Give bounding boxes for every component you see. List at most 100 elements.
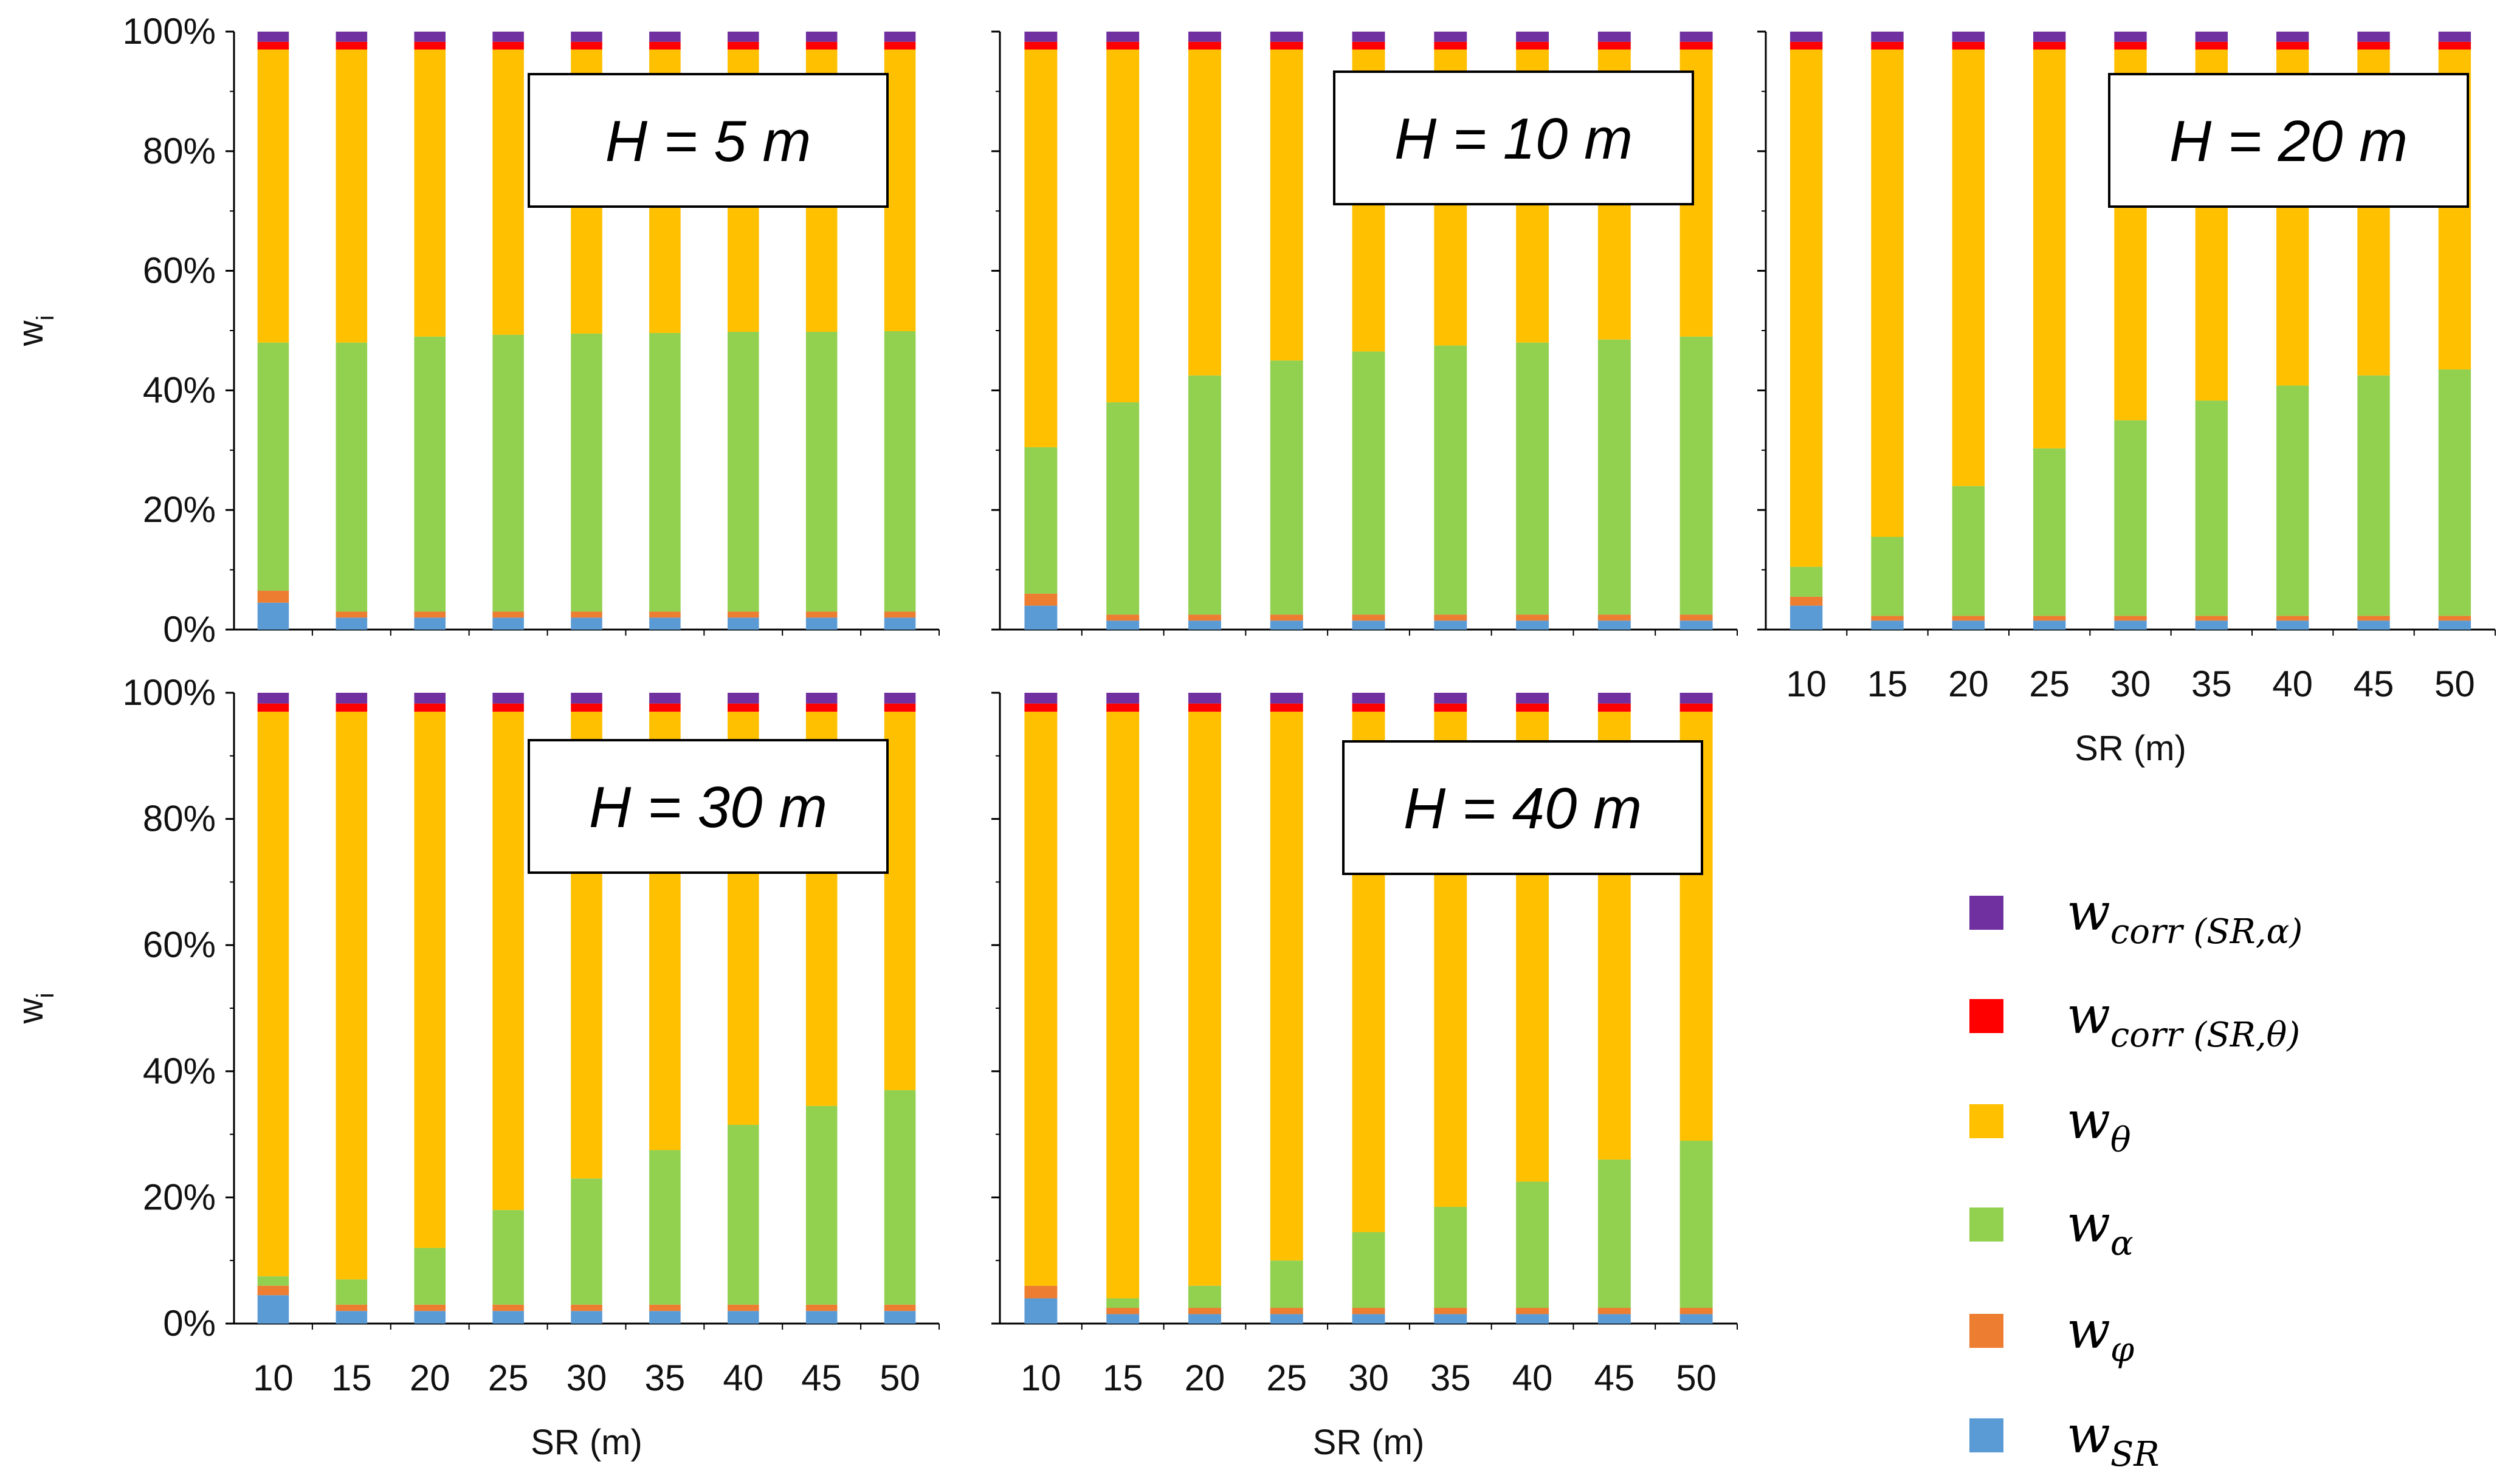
x-tick-label: 10 — [253, 1358, 294, 1398]
legend-label-w-alpha: wα — [2067, 1194, 2134, 1263]
bar-segment-w-SR-40 — [728, 1311, 759, 1324]
bar-segment-w-SR-20 — [414, 617, 446, 630]
bar-segment-w-corr-SR-theta-20 — [1952, 41, 1985, 50]
bar-segment-w-alpha-15 — [336, 1279, 368, 1305]
x-tick-label: 45 — [2354, 664, 2394, 704]
bar-segment-w-corr-SR-alpha-40 — [728, 32, 759, 42]
bar-segment-w-corr-SR-theta-10 — [1790, 41, 1823, 50]
bar-segment-w-alpha-50 — [884, 1090, 916, 1305]
bar-segment-w-corr-SR-alpha-35 — [2195, 32, 2228, 42]
bar-segment-w-phi-45 — [805, 1304, 838, 1311]
bar-segment-w-corr-SR-theta-45 — [2357, 41, 2390, 50]
bar-segment-w-theta-25 — [2033, 49, 2066, 448]
bar-segment-w-alpha-15 — [1871, 537, 1904, 616]
bar-segment-w-corr-SR-alpha-40 — [1516, 693, 1549, 704]
legend-label-w-phi: wφ — [2067, 1300, 2134, 1370]
bar-segment-w-corr-SR-theta-25 — [492, 41, 524, 50]
bar-segment-w-corr-SR-alpha-45 — [1597, 693, 1631, 704]
bar-segment-w-corr-SR-alpha-40 — [2276, 32, 2309, 42]
bar-segment-w-corr-SR-theta-45 — [1597, 703, 1631, 712]
panel-title-box — [528, 739, 889, 874]
bar-segment-w-SR-45 — [1597, 1314, 1631, 1324]
panel-title: H = 10 m — [1394, 106, 1633, 171]
bar-segment-w-corr-SR-theta-10 — [1024, 41, 1058, 50]
bar-segment-w-SR-25 — [1270, 620, 1303, 630]
bar-segment-w-corr-SR-theta-25 — [1270, 703, 1303, 712]
bar-segment-w-corr-SR-theta-20 — [414, 41, 446, 50]
bar-segment-w-theta-15 — [1106, 712, 1140, 1299]
bar-segment-w-phi-50 — [1679, 614, 1713, 621]
bar-segment-w-alpha-40 — [728, 1125, 759, 1305]
x-tick-label: 10 — [1021, 1358, 1061, 1398]
bar-segment-w-SR-45 — [805, 617, 838, 630]
bar-segment-w-theta-15 — [336, 49, 368, 343]
x-tick-label: 50 — [2434, 664, 2475, 704]
bar-segment-w-theta-25 — [1270, 49, 1303, 361]
bar-segment-w-phi-30 — [571, 1304, 602, 1311]
bar-segment-w-corr-SR-alpha-40 — [728, 693, 759, 704]
bar-segment-w-SR-40 — [1516, 620, 1549, 630]
bar-segment-w-theta-25 — [492, 712, 524, 1211]
x-axis-title: SR (m) — [1313, 1423, 1425, 1462]
bar-segment-w-alpha-30 — [1352, 351, 1385, 615]
bar-segment-w-SR-25 — [1270, 1314, 1303, 1324]
bar-segment-w-phi-45 — [1597, 1308, 1631, 1314]
x-tick-label: 30 — [2110, 664, 2151, 704]
bar-segment-w-phi-15 — [1871, 616, 1904, 621]
bar-segment-w-phi-10 — [1024, 593, 1058, 606]
bar-segment-w-corr-SR-theta-15 — [1871, 41, 1904, 50]
legend-swatch-w-corr-SR-alpha — [1969, 896, 2003, 930]
x-tick-label: 25 — [1266, 1358, 1307, 1398]
bar-segment-w-SR-10 — [257, 602, 289, 630]
bar-segment-w-phi-40 — [2276, 616, 2309, 621]
bar-segment-w-SR-30 — [1352, 1314, 1385, 1324]
bar-segment-w-corr-SR-theta-20 — [1188, 41, 1221, 50]
bar-segment-w-alpha-40 — [728, 331, 759, 612]
x-axis-title: SR (m) — [531, 1423, 642, 1462]
bar-segment-w-phi-10 — [257, 1285, 289, 1296]
bar-segment-w-corr-SR-alpha-20 — [414, 32, 446, 42]
bar-segment-w-SR-25 — [492, 1311, 524, 1324]
panel-title-box — [1342, 740, 1703, 875]
bar-segment-w-alpha-45 — [1597, 339, 1631, 615]
y-tick-label: 20% — [143, 489, 216, 530]
bar-segment-w-corr-SR-theta-30 — [1352, 703, 1385, 712]
bar-segment-w-SR-35 — [2195, 620, 2228, 630]
bar-segment-w-phi-15 — [1106, 1308, 1140, 1314]
bar-segment-w-SR-30 — [571, 1311, 602, 1324]
bar-segment-w-corr-SR-alpha-25 — [492, 32, 524, 42]
bar-segment-w-alpha-50 — [1679, 1140, 1713, 1308]
bar-segment-w-phi-40 — [1516, 1308, 1549, 1314]
bar-segment-w-corr-SR-alpha-15 — [1106, 32, 1140, 42]
bar-segment-w-corr-SR-alpha-25 — [492, 693, 524, 704]
bar-segment-w-theta-15 — [1106, 49, 1140, 403]
bar-segment-w-alpha-40 — [2276, 385, 2309, 616]
bar-segment-w-alpha-20 — [1952, 486, 1985, 616]
bar-segment-w-alpha-25 — [492, 1210, 524, 1305]
bar-segment-w-corr-SR-alpha-20 — [414, 693, 446, 704]
bar-segment-w-phi-10 — [1790, 596, 1823, 606]
bar-segment-w-SR-10 — [1790, 605, 1823, 630]
bar-segment-w-alpha-35 — [1434, 1206, 1467, 1308]
legend: wcorr (SR,α) wcorr (SR,θ) wθ wα wφ wSR — [1969, 882, 2303, 1474]
bar-segment-w-corr-SR-alpha-50 — [884, 693, 916, 704]
x-tick-label: 35 — [645, 1358, 686, 1398]
bar-segment-w-corr-SR-alpha-30 — [2114, 32, 2147, 42]
bar-segment-w-SR-15 — [336, 1311, 368, 1324]
bar-segment-w-alpha-20 — [414, 336, 446, 612]
bar-segment-w-SR-20 — [1188, 620, 1221, 630]
bar-segment-w-phi-25 — [492, 611, 524, 618]
bar-segment-w-alpha-45 — [805, 331, 838, 612]
bar-segment-w-SR-10 — [1024, 1298, 1058, 1324]
bar-segment-w-corr-SR-theta-15 — [1106, 41, 1140, 50]
y-tick-label: 100% — [123, 672, 216, 713]
bar-segment-w-alpha-25 — [492, 334, 524, 612]
legend-label-w-corr-SR-theta: wcorr (SR,θ) — [2067, 986, 2300, 1055]
bar-segment-w-corr-SR-theta-35 — [1434, 41, 1467, 50]
bar-segment-w-corr-SR-alpha-50 — [1679, 693, 1713, 704]
bar-segment-w-corr-SR-alpha-35 — [649, 693, 681, 704]
bar-segment-w-alpha-45 — [1597, 1159, 1631, 1308]
bar-segment-w-corr-SR-alpha-15 — [1106, 693, 1140, 704]
bar-segment-w-SR-50 — [1679, 1314, 1713, 1324]
bar-segment-w-alpha-40 — [1516, 1181, 1549, 1308]
